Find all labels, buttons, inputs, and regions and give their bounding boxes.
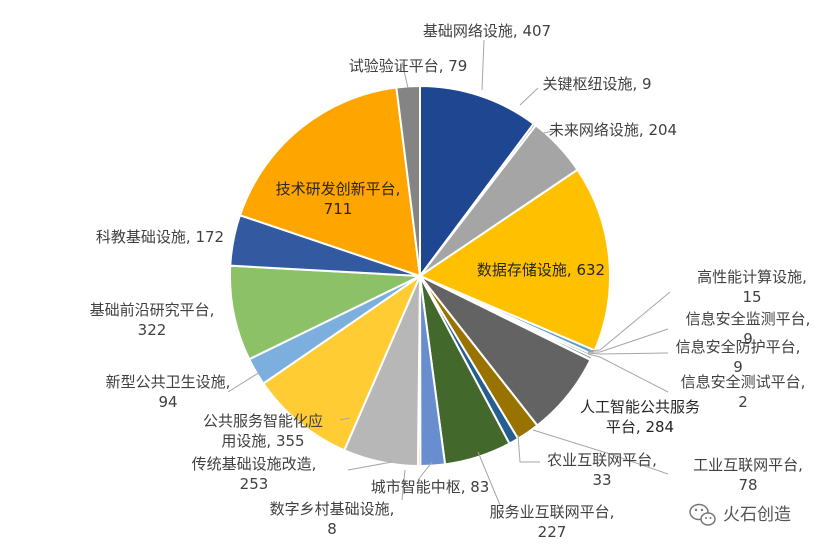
slice-data-label-line: 2 xyxy=(738,393,748,411)
pie-slice xyxy=(419,84,536,280)
leader-line xyxy=(587,352,669,355)
slice-data-label-line: 9 xyxy=(743,330,753,348)
leader-line xyxy=(587,291,671,352)
leader-line xyxy=(339,417,351,421)
slice-data-label-line: 关键枢纽设施, 9 xyxy=(542,75,651,93)
slice-data-label: 技术研发创新平台, 711 xyxy=(276,180,401,218)
slice-data-label: 基础网络设施, 407 xyxy=(423,22,551,40)
slice-data-label-line: 基础前沿研究平台, xyxy=(90,301,215,319)
slice-data-label-line: 高性能计算设施, xyxy=(697,268,807,286)
slice-data-label-line: 322 xyxy=(138,321,167,339)
slice-data-label: 工业互联网平台, 78 xyxy=(693,456,803,494)
slice-data-label-line: 253 xyxy=(240,475,269,493)
pie-slice xyxy=(238,86,422,278)
slice-data-label: 关键枢纽设施, 9 xyxy=(542,75,651,93)
pie-slice xyxy=(395,84,421,277)
slice-data-label-line: 未来网络设施, 204 xyxy=(549,121,677,139)
slice-data-label: 信息安全测试平台, 2 xyxy=(681,373,806,411)
slice-data-label: 公共服务智能化应用设施, 355 xyxy=(203,412,323,450)
slice-data-label-line: 227 xyxy=(538,523,567,541)
slice-data-label-line: 工业互联网平台, xyxy=(693,456,803,474)
wechat-icon xyxy=(689,503,716,526)
watermark: 火石创造 xyxy=(689,503,791,526)
slice-data-label-line: 平台, 284 xyxy=(606,418,674,436)
slice-data-label: 服务业互联网平台, 227 xyxy=(490,503,615,541)
slice-data-label: 信息安全防护平台, 9 xyxy=(676,338,801,376)
slice-data-label-line: 15 xyxy=(742,288,761,306)
leader-line xyxy=(477,451,501,506)
slice-data-label-line: 94 xyxy=(158,393,177,411)
slice-data-label-line: 人工智能公共服务 xyxy=(580,398,700,416)
slice-data-label-line: 技术研发创新平台, xyxy=(276,180,401,198)
slice-data-label-line: 科教基础设施, 172 xyxy=(96,228,224,246)
leader-lines xyxy=(227,39,671,506)
slice-data-label-line: 33 xyxy=(592,471,611,489)
slice-data-label-line: 服务业互联网平台, xyxy=(490,503,615,521)
leader-line xyxy=(532,429,669,475)
slice-data-label-line: 城市智能中枢, 83 xyxy=(371,478,490,496)
data-labels: 基础网络设施, 407 关键枢纽设施, 9 未来网络设施, 204 数据存储设施, 6… xyxy=(90,22,811,541)
slice-data-label: 高性能计算设施, 15 xyxy=(697,268,807,306)
slice-data-label-line: 新型公共卫生设施, xyxy=(106,373,231,391)
pie-slices xyxy=(228,84,611,468)
slice-data-label-line: 信息安全防护平台, xyxy=(676,338,801,356)
slice-data-label: 传统基础设施改造, 253 xyxy=(192,455,317,493)
pie-slice xyxy=(417,168,611,352)
slice-data-label: 城市智能中枢, 83 xyxy=(371,478,490,496)
leader-line xyxy=(481,39,485,91)
slice-data-label-line: 试验验证平台, 79 xyxy=(349,57,468,75)
pie-slice xyxy=(261,273,423,452)
slice-data-label: 信息安全监测平台, 9 xyxy=(686,310,811,348)
watermark-text: 火石创造 xyxy=(723,505,791,525)
slice-data-label-line: 基础网络设施, 407 xyxy=(423,22,551,40)
slice-data-label: 数字乡村基础设施, 8 xyxy=(270,500,395,538)
slice-data-label: 试验验证平台, 79 xyxy=(349,57,468,75)
slice-data-label-line: 数据存储设施, 632 xyxy=(477,261,605,279)
slice-data-label: 农业互联网平台, 33 xyxy=(547,451,657,489)
slice-data-label-line: 711 xyxy=(324,200,353,218)
pie-slice xyxy=(228,264,424,361)
slice-data-label-line: 用设施, 355 xyxy=(221,432,304,450)
leader-line xyxy=(534,130,554,136)
leader-line xyxy=(227,371,261,393)
slice-data-label-line: 公共服务智能化应 xyxy=(203,412,323,430)
slice-data-label-line: 8 xyxy=(327,520,337,538)
leader-line xyxy=(347,461,393,471)
leader-line xyxy=(401,61,409,89)
slice-data-label: 基础前沿研究平台, 322 xyxy=(90,301,215,339)
slice-data-label-line: 传统基础设施改造, xyxy=(192,455,317,473)
slice-data-label: 科教基础设施, 172 xyxy=(96,228,224,246)
slice-data-label-line: 9 xyxy=(733,358,743,376)
leader-line xyxy=(401,469,406,501)
slice-data-label: 数据存储设施, 632 xyxy=(477,261,605,279)
leader-line xyxy=(588,328,669,353)
slice-data-label-line: 信息安全测试平台, xyxy=(681,373,806,391)
slice-data-label: 未来网络设施, 204 xyxy=(549,121,677,139)
leader-line xyxy=(587,353,669,393)
leader-line xyxy=(517,434,540,463)
slice-data-label-line: 信息安全监测平台, xyxy=(686,310,811,328)
slice-data-label-line: 78 xyxy=(738,476,757,494)
slice-data-label-line: 农业互联网平台, xyxy=(547,451,657,469)
leader-line xyxy=(417,461,433,481)
leader-line xyxy=(519,87,539,106)
slice-data-label-line: 数字乡村基础设施, xyxy=(270,500,395,518)
slice-data-label: 新型公共卫生设施, 94 xyxy=(106,373,231,411)
slice-data-label: 人工智能公共服务平台, 284 xyxy=(580,398,700,436)
